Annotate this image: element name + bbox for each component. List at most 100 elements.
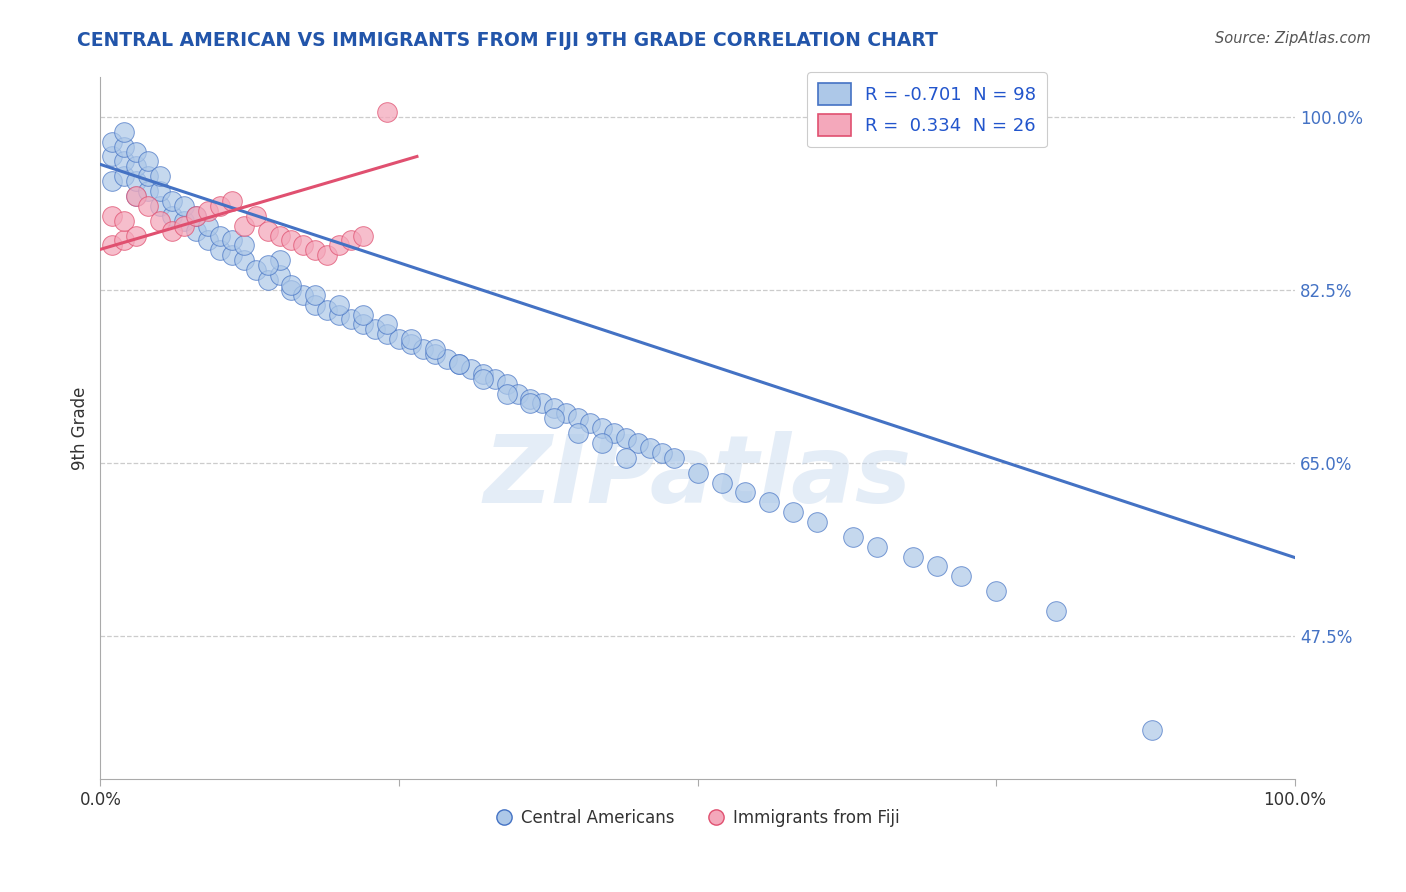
Point [436, 351, 458, 366]
Point [423, 342, 446, 356]
Text: ZIPatlas: ZIPatlas [484, 432, 911, 524]
Point [399, 337, 422, 351]
Point [591, 421, 613, 435]
Point [136, 169, 159, 184]
Point [806, 515, 828, 529]
Point [423, 347, 446, 361]
Point [173, 219, 195, 233]
Point [782, 505, 804, 519]
Point [340, 234, 363, 248]
Point [125, 160, 148, 174]
Point [208, 244, 231, 258]
Point [221, 234, 243, 248]
Point [1140, 723, 1163, 737]
Point [197, 203, 219, 218]
Point [149, 199, 172, 213]
Point [662, 450, 685, 465]
Point [269, 268, 291, 282]
Point [149, 213, 172, 227]
Text: CENTRAL AMERICAN VS IMMIGRANTS FROM FIJI 9TH GRADE CORRELATION CHART: CENTRAL AMERICAN VS IMMIGRANTS FROM FIJI… [77, 31, 938, 50]
Point [375, 105, 398, 120]
Point [125, 189, 148, 203]
Point [495, 386, 517, 401]
Point [328, 298, 350, 312]
Point [447, 357, 470, 371]
Point [316, 248, 339, 262]
Point [986, 584, 1008, 599]
Point [925, 559, 948, 574]
Point [949, 569, 972, 583]
Point [543, 411, 565, 425]
Text: Source: ZipAtlas.com: Source: ZipAtlas.com [1215, 31, 1371, 46]
Point [519, 396, 541, 410]
Point [567, 411, 589, 425]
Point [136, 199, 159, 213]
Point [614, 450, 637, 465]
Point [758, 495, 780, 509]
Point [208, 199, 231, 213]
Point [125, 145, 148, 159]
Point [280, 277, 302, 292]
Point [112, 154, 135, 169]
Point [686, 466, 709, 480]
Point [292, 287, 315, 301]
Point [591, 436, 613, 450]
Point [125, 228, 148, 243]
Point [901, 549, 924, 564]
Point [125, 189, 148, 203]
Point [136, 184, 159, 198]
Point [304, 298, 326, 312]
Point [638, 441, 661, 455]
Point [112, 234, 135, 248]
Point [447, 357, 470, 371]
Point [101, 238, 124, 252]
Point [531, 396, 554, 410]
Point [567, 426, 589, 441]
Point [316, 302, 339, 317]
Point [125, 174, 148, 188]
Point [280, 283, 302, 297]
Point [842, 530, 865, 544]
Point [245, 209, 267, 223]
Point [269, 228, 291, 243]
Point [149, 184, 172, 198]
Point [112, 169, 135, 184]
Point [412, 342, 434, 356]
Point [101, 149, 124, 163]
Point [184, 209, 207, 223]
Point [399, 332, 422, 346]
Point [160, 209, 183, 223]
Point [471, 367, 494, 381]
Point [555, 406, 578, 420]
Point [173, 213, 195, 227]
Point [614, 431, 637, 445]
Point [375, 327, 398, 342]
Point [256, 273, 278, 287]
Point [352, 308, 374, 322]
Point [328, 238, 350, 252]
Point [197, 219, 219, 233]
Point [280, 234, 302, 248]
Point [245, 263, 267, 277]
Point [603, 426, 626, 441]
Point [149, 169, 172, 184]
Point [232, 253, 254, 268]
Point [304, 287, 326, 301]
Point [197, 234, 219, 248]
Point [364, 322, 387, 336]
Point [208, 228, 231, 243]
Point [1045, 604, 1067, 618]
Point [543, 401, 565, 416]
Point [519, 392, 541, 406]
Point [352, 318, 374, 332]
Point [221, 194, 243, 208]
Point [160, 194, 183, 208]
Point [304, 244, 326, 258]
Point [484, 372, 506, 386]
Legend: Central Americans, Immigrants from Fiji: Central Americans, Immigrants from Fiji [489, 803, 905, 834]
Point [508, 386, 530, 401]
Y-axis label: 9th Grade: 9th Grade [72, 386, 89, 470]
Point [375, 318, 398, 332]
Point [112, 125, 135, 139]
Point [256, 223, 278, 237]
